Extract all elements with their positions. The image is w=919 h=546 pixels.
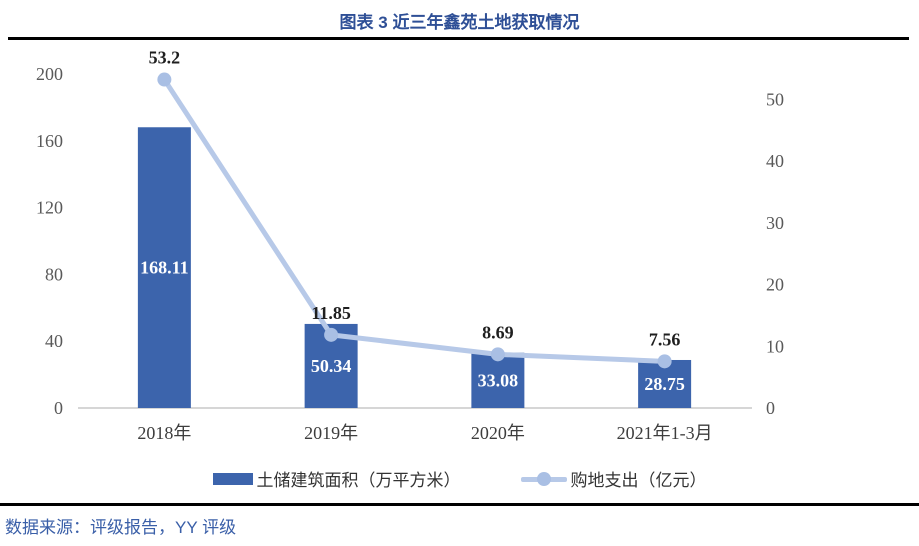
line-value-label-2021年1-3月: 7.56 [649,329,681,349]
bar-value-label-2021年1-3月: 28.75 [644,374,685,394]
top-divider [8,37,909,40]
x-category-label-2021年1-3月: 2021年1-3月 [617,423,713,443]
line-series-label: 购地支出（亿元） [570,471,707,490]
line-value-label-2019年: 11.85 [311,303,351,323]
data-source-note: 数据来源：评级报告，YY 评级 [5,518,237,537]
right-axis-tick-50: 50 [766,89,784,109]
right-axis-tick-0: 0 [766,398,775,418]
line-value-label-2020年: 8.69 [482,322,514,342]
left-axis-tick-120: 120 [36,198,63,218]
bottom-divider [0,503,919,506]
left-axis-tick-0: 0 [54,398,63,418]
x-category-label-2020年: 2020年 [471,423,525,443]
legend-item-line-series: 购地支出（亿元） [520,466,707,491]
line-series-path [161,77,668,364]
left-axis-tick-160: 160 [36,131,63,151]
left-axis-tick-40: 40 [45,331,63,351]
line-marker-2020年 [490,347,505,362]
line-marker-2021年1-3月 [657,354,672,369]
line-swatch-marker-icon [536,471,551,486]
line-marker-2018年 [157,72,172,87]
bar-series-label: 土储建筑面积（万平方米） [256,471,461,490]
left-axis-tick-80: 80 [45,264,63,284]
line-value-label-2018年: 53.2 [149,48,181,68]
bar-value-label-2018年: 168.11 [140,258,189,278]
right-axis-tick-30: 30 [766,213,784,233]
bar-value-label-2019年: 50.34 [311,356,352,376]
chart-legend: 土储建筑面积（万平方米） 购地支出（亿元） [0,466,919,491]
x-category-label-2018年: 2018年 [137,423,191,443]
line-marker-2019年 [324,327,339,342]
bar-value-label-2020年: 33.08 [478,370,519,390]
right-axis-tick-10: 10 [766,336,784,356]
right-axis-tick-20: 20 [766,275,784,295]
bar-2020年 [471,352,525,408]
bar-series-swatch [212,472,253,485]
chart-title: 图表 3 近三年鑫苑土地获取情况 [339,13,580,32]
legend-item-bar-series: 土储建筑面积（万平方米） [212,466,461,491]
bar-2018年 [137,127,191,409]
line-series-swatch [520,471,567,486]
left-axis-tick-200: 200 [36,64,63,84]
x-category-label-2019年: 2019年 [304,423,358,443]
right-axis-tick-40: 40 [766,151,784,171]
